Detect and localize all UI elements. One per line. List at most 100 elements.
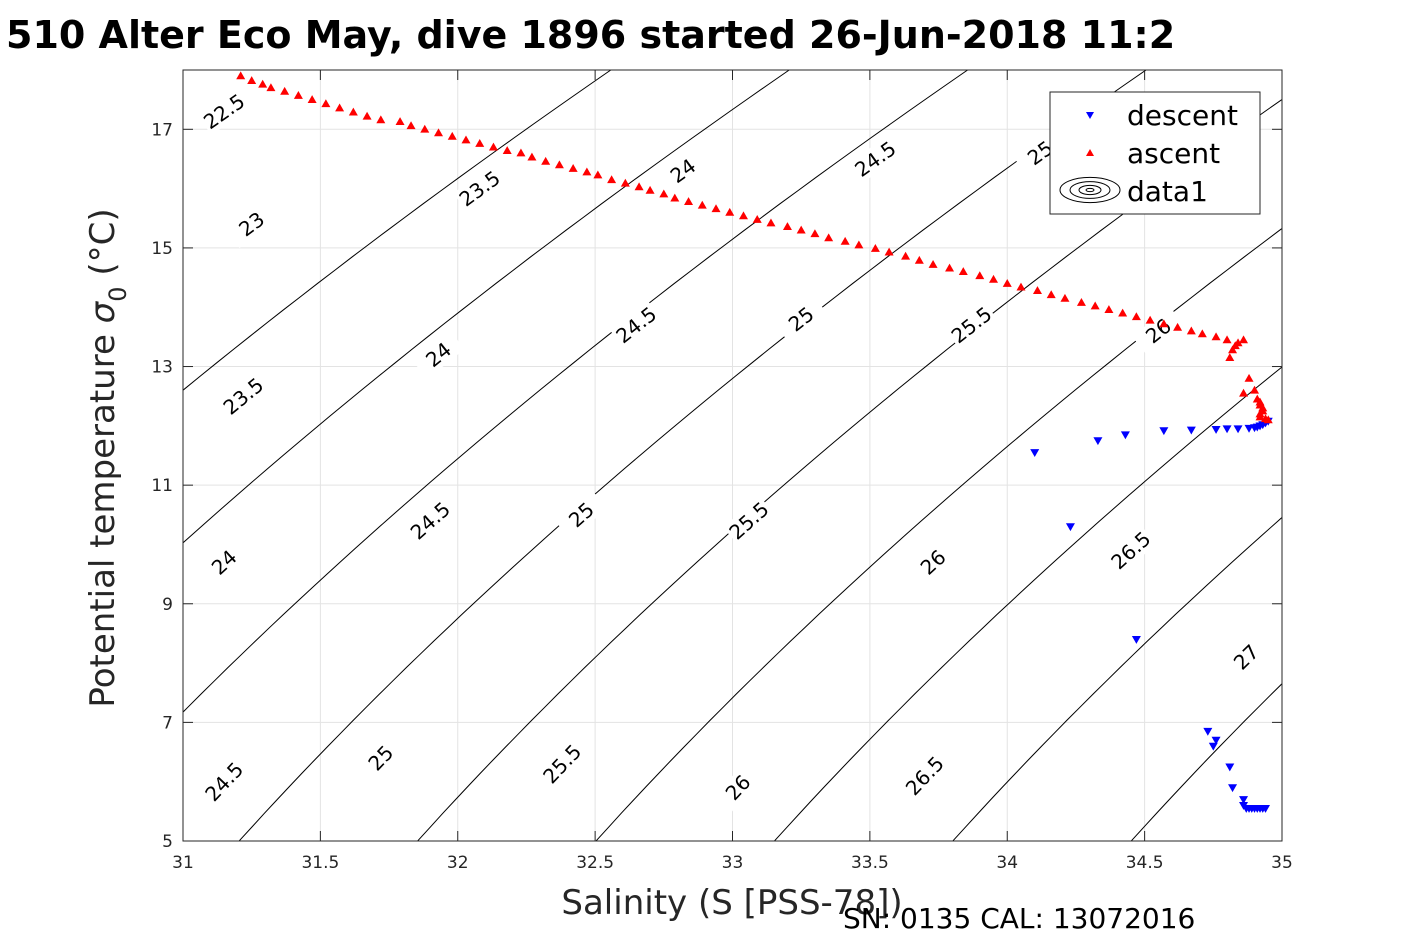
ascent-point-2 <box>258 79 268 88</box>
contour-label-bg <box>404 495 457 546</box>
ascent-point-7 <box>321 99 331 108</box>
isopycnal-22.5 <box>183 70 612 391</box>
ascent-point-88 <box>1255 397 1265 406</box>
ascent-point-46 <box>854 240 864 249</box>
contour-label-bg <box>945 300 998 350</box>
descent-point-3 <box>1120 431 1130 440</box>
legend-marker-contour-1 <box>1069 181 1111 199</box>
isopycnal-27 <box>1299 58 1417 853</box>
ascent-point-67 <box>1159 319 1169 328</box>
descent-point-13 <box>1228 784 1238 793</box>
ascent-point-52 <box>945 263 955 272</box>
descent-point-6 <box>1186 426 1196 435</box>
ascent-point-78 <box>1239 388 1249 397</box>
ascent-point-59 <box>1046 290 1056 299</box>
ascent-point-39 <box>752 214 762 223</box>
ascent-point-44 <box>824 233 834 242</box>
ascent-point-27 <box>593 170 603 179</box>
data-points <box>236 71 1273 813</box>
ascent-point-71 <box>1211 332 1221 341</box>
x-tick-label-5: 33.5 <box>851 853 889 873</box>
y-axis-label: Potential temperature σ0 (°C) <box>83 208 132 707</box>
descent-point-11 <box>1222 425 1232 434</box>
axis-ticks: 31 31.5 32 32.5 33 33.5 34 34.5 35 5 7 9 11 13 15 17 <box>151 70 1293 873</box>
ascent-point-89 <box>1255 409 1265 418</box>
ascent-point-0 <box>236 71 246 80</box>
legend-item-data1: data1 <box>1059 175 1208 208</box>
legend: descent ascent data1 <box>1049 91 1261 215</box>
ascent-point-61 <box>1076 297 1086 306</box>
legend-marker-descent <box>1086 112 1094 119</box>
ascent-point-87 <box>1258 403 1268 412</box>
descent-point-1 <box>1065 523 1075 532</box>
ascent-point-31 <box>645 185 655 194</box>
ascent-point-45 <box>840 236 850 245</box>
ascent-point-53 <box>958 267 968 276</box>
contour-label-bg <box>536 738 588 790</box>
ascent-point-6 <box>307 95 317 104</box>
descent-point-12 <box>1225 763 1235 772</box>
x-tick-label-0: 31 <box>172 853 194 873</box>
ascent-point-70 <box>1197 329 1207 338</box>
y-tick-label-5: 15 <box>151 239 173 259</box>
y-axis-label-main: Potential temperature <box>83 323 123 707</box>
isopycnal-26 <box>952 516 1282 841</box>
ascent-point-58 <box>1032 286 1042 294</box>
ascent-point-8 <box>335 103 345 112</box>
contour-label-25-1: 25 <box>774 294 828 344</box>
x-tick-label-3: 32.5 <box>576 853 614 873</box>
ascent-point-43 <box>810 229 820 238</box>
ascent-point-64 <box>1118 308 1128 317</box>
legend-marker-contour-0 <box>1059 176 1121 204</box>
x-tick-label-2: 32 <box>447 853 469 873</box>
ascent-point-47 <box>870 244 880 252</box>
contour-label-bg <box>723 495 775 546</box>
ascent-point-36 <box>711 204 721 213</box>
ascent-point-54 <box>975 271 985 280</box>
ascent-point-65 <box>1131 312 1141 321</box>
contour-label-bg <box>610 300 663 350</box>
ascent-point-68 <box>1173 322 1183 331</box>
x-tick-label-8: 35 <box>1271 853 1293 873</box>
chart-title: 510 Alter Eco May, dive 1896 started 26-… <box>6 13 1175 57</box>
contour-label-bg <box>555 489 608 540</box>
y-tick-label-4: 13 <box>151 358 173 378</box>
ascent-point-15 <box>434 128 444 137</box>
descent-point-0 <box>1030 449 1040 458</box>
ascent-point-66 <box>1145 315 1155 324</box>
ascent-point-23 <box>541 156 551 165</box>
ascent-point-5 <box>293 91 303 99</box>
ascent-point-37 <box>725 207 735 216</box>
ascent-point-22 <box>527 152 537 161</box>
ascent-point-49 <box>901 251 911 260</box>
isopycnal-24 <box>238 70 1147 841</box>
contour-label-bg <box>198 537 251 588</box>
ascent-point-77 <box>1228 345 1238 354</box>
contour-label-bg <box>197 87 251 136</box>
ascent-point-29 <box>620 178 630 187</box>
ascent-point-80 <box>1250 385 1260 394</box>
legend-label-ascent: ascent <box>1127 137 1220 170</box>
ascent-point-14 <box>420 124 430 133</box>
contour-label-bg <box>1132 306 1185 356</box>
descent-point-18 <box>1244 424 1254 433</box>
contour-label-bg <box>217 371 270 421</box>
ascent-point-33 <box>670 193 680 202</box>
ascent-point-25 <box>568 163 578 172</box>
ascent-point-62 <box>1090 301 1100 310</box>
isopycnal-26.5 <box>1130 683 1282 841</box>
contour-label-bg <box>225 200 279 249</box>
legend-item-ascent: ascent <box>1086 137 1220 170</box>
contour-label-bg <box>412 330 465 380</box>
density-contours <box>183 58 1417 853</box>
ascent-point-69 <box>1186 326 1196 335</box>
contour-label-bg <box>1105 525 1157 576</box>
ascent-point-13 <box>406 121 416 130</box>
ascent-point-74 <box>1239 335 1249 344</box>
ascent-point-19 <box>488 142 498 151</box>
isopycnal-23.5 <box>183 70 969 713</box>
descent-point-5 <box>1159 427 1169 436</box>
x-axis-label: Salinity (S [PSS-78]) <box>561 883 902 923</box>
contour-label-bg <box>1220 631 1272 683</box>
y-tick-label-6: 17 <box>151 120 173 140</box>
